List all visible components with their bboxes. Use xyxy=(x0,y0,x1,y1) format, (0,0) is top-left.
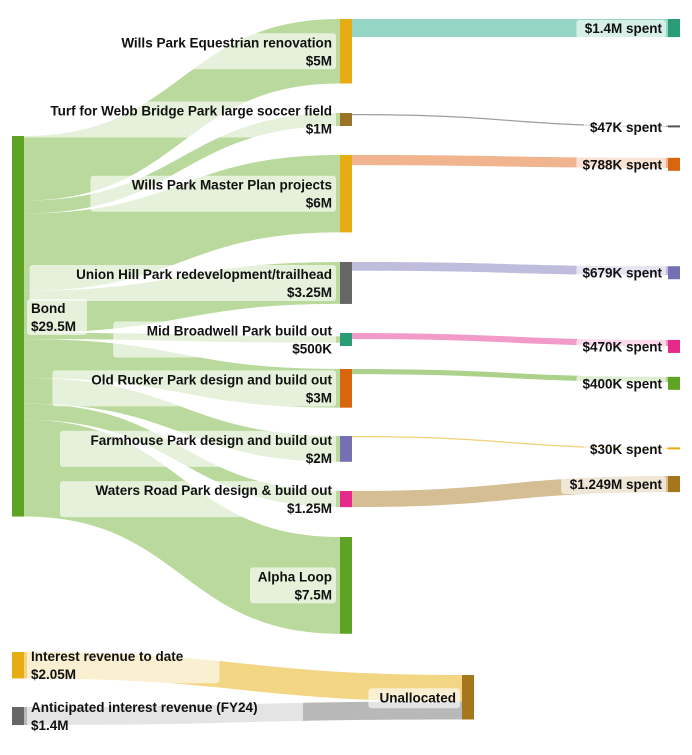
amount-project-turf-for-webb-bridge-park-large-soccer-field: $1M xyxy=(306,122,332,137)
label-project-turf-for-webb-bridge-park-large-soccer-field: Turf for Webb Bridge Park large soccer f… xyxy=(50,104,332,119)
spent-label-bg-mid-broadwell-park-build-out xyxy=(576,338,666,357)
spent-label-wills-park-equestrian-renovation: $1.4M spent xyxy=(585,21,663,36)
amount-project-wills-park-equestrian-renovation: $5M xyxy=(306,53,332,68)
label-bg-project-wills-park-master-plan-projects xyxy=(90,175,337,212)
spent-label-waters-road-park-design-build-out: $1.249M spent xyxy=(570,477,663,492)
node-project-wills-park-equestrian-renovation xyxy=(340,19,352,84)
label-project-alpha-loop: Alpha Loop xyxy=(258,569,332,584)
flow-spent-turf-for-webb-bridge-park-large-soccer-field xyxy=(352,114,668,127)
label-bg-project-turf-for-webb-bridge-park-large-soccer-field xyxy=(0,101,336,138)
amount-project-waters-road-park-design-build-out: $1.25M xyxy=(287,501,332,516)
label-backgrounds-layer xyxy=(0,20,666,735)
node-project-waters-road-park-design-build-out xyxy=(340,491,352,508)
node-spent-turf-for-webb-bridge-park-large-soccer-field xyxy=(668,125,680,128)
label-interest-anticipated-interest-revenue-fy24: Anticipated interest revenue (FY24) xyxy=(31,700,258,715)
spent-label-turf-for-webb-bridge-park-large-soccer-field: $47K spent xyxy=(590,120,663,135)
label-project-waters-road-park-design-build-out: Waters Road Park design & build out xyxy=(95,483,332,498)
label-bg-project-waters-road-park-design-build-out xyxy=(60,481,336,518)
spent-label-wills-park-master-plan-projects: $788K spent xyxy=(582,157,662,172)
spent-label-bg-old-rucker-park-design-and-build-out xyxy=(576,375,666,394)
node-project-union-hill-park-redevelopment-trailhead xyxy=(340,262,352,304)
spent-label-bg-union-hill-park-redevelopment-trailhead xyxy=(576,264,666,283)
label-bg-interest-anticipated-interest-revenue-fy24 xyxy=(27,698,303,735)
spent-label-bg-wills-park-master-plan-projects xyxy=(576,156,666,175)
label-project-wills-park-master-plan-projects: Wills Park Master Plan projects xyxy=(132,178,332,193)
node-project-turf-for-webb-bridge-park-large-soccer-field xyxy=(340,113,352,126)
label-bond: Bond xyxy=(31,301,66,316)
amount-interest-anticipated-interest-revenue-fy24: $1.4M xyxy=(31,718,69,733)
node-project-old-rucker-park-design-and-build-out xyxy=(340,369,352,408)
spent-label-bg-waters-road-park-design-build-out xyxy=(561,476,666,495)
amount-project-farmhouse-park-design-and-build-out: $2M xyxy=(306,451,332,466)
flow-bond-to-turf-for-webb-bridge-park-large-soccer-field xyxy=(24,113,340,214)
label-bg-project-mid-broadwell-park-build-out xyxy=(113,321,336,358)
spent-label-mid-broadwell-park-build-out: $470K spent xyxy=(582,339,662,354)
label-project-farmhouse-park-design-and-build-out: Farmhouse Park design and build out xyxy=(90,433,332,448)
label-bg-project-old-rucker-park-design-and-build-out xyxy=(52,370,337,407)
spent-label-bg-turf-for-webb-bridge-park-large-soccer-field xyxy=(584,118,666,137)
node-spent-wills-park-master-plan-projects xyxy=(668,157,680,171)
node-interest-anticipated-interest-revenue-fy24 xyxy=(12,707,24,726)
amount-project-alpha-loop: $7.5M xyxy=(294,587,332,602)
spent-label-bg-farmhouse-park-design-and-build-out xyxy=(584,440,666,459)
label-bg-interest-interest-revenue-to-date xyxy=(27,647,220,684)
label-bg-project-union-hill-park-redevelopment-trailhead xyxy=(29,264,336,301)
label-bg-project-wills-park-equestrian-renovation xyxy=(82,33,336,70)
label-bg-bond xyxy=(27,298,87,335)
node-spent-old-rucker-park-design-and-build-out xyxy=(668,376,680,390)
spent-label-union-hill-park-redevelopment-trailhead: $679K spent xyxy=(582,266,662,281)
amount-project-mid-broadwell-park-build-out: $500K xyxy=(292,342,332,357)
node-bond xyxy=(12,136,24,517)
label-unallocated: Unallocated xyxy=(379,690,456,705)
amount-project-old-rucker-park-design-and-build-out: $3M xyxy=(306,390,332,405)
label-bg-project-farmhouse-park-design-and-build-out xyxy=(60,430,336,467)
label-project-old-rucker-park-design-and-build-out: Old Rucker Park design and build out xyxy=(91,372,332,387)
node-spent-waters-road-park-design-build-out xyxy=(668,476,680,493)
node-spent-wills-park-equestrian-renovation xyxy=(668,19,680,38)
amount-project-wills-park-master-plan-projects: $6M xyxy=(306,196,332,211)
node-project-farmhouse-park-design-and-build-out xyxy=(340,436,352,462)
node-spent-farmhouse-park-design-and-build-out xyxy=(668,447,680,450)
label-project-wills-park-equestrian-renovation: Wills Park Equestrian renovation xyxy=(121,35,332,50)
node-spent-mid-broadwell-park-build-out xyxy=(668,339,680,353)
label-bg-unallocated xyxy=(368,688,460,709)
spent-label-old-rucker-park-design-and-build-out: $400K spent xyxy=(582,376,662,391)
node-unallocated xyxy=(462,675,474,720)
node-interest-interest-revenue-to-date xyxy=(12,652,24,679)
amount-bond: $29.5M xyxy=(31,319,76,334)
node-spent-union-hill-park-redevelopment-trailhead xyxy=(668,266,680,280)
spent-label-farmhouse-park-design-and-build-out: $30K spent xyxy=(590,442,663,457)
flow-spent-farmhouse-park-design-and-build-out xyxy=(352,436,668,449)
node-project-alpha-loop xyxy=(340,537,352,634)
node-project-mid-broadwell-park-build-out xyxy=(340,333,352,346)
label-project-union-hill-park-redevelopment-trailhead: Union Hill Park redevelopment/trailhead xyxy=(76,267,332,282)
node-project-wills-park-master-plan-projects xyxy=(340,155,352,233)
labels-layer: $1.4M spent Wills Park Equestrian renovat… xyxy=(31,21,663,733)
amount-project-union-hill-park-redevelopment-trailhead: $3.25M xyxy=(287,285,332,300)
label-interest-interest-revenue-to-date: Interest revenue to date xyxy=(31,649,184,664)
spent-label-bg-wills-park-equestrian-renovation xyxy=(576,20,666,39)
amount-interest-interest-revenue-to-date: $2.05M xyxy=(31,667,76,682)
nodes-layer xyxy=(12,19,680,726)
label-bg-project-alpha-loop xyxy=(250,567,336,604)
label-project-mid-broadwell-park-build-out: Mid Broadwell Park build out xyxy=(147,324,333,339)
